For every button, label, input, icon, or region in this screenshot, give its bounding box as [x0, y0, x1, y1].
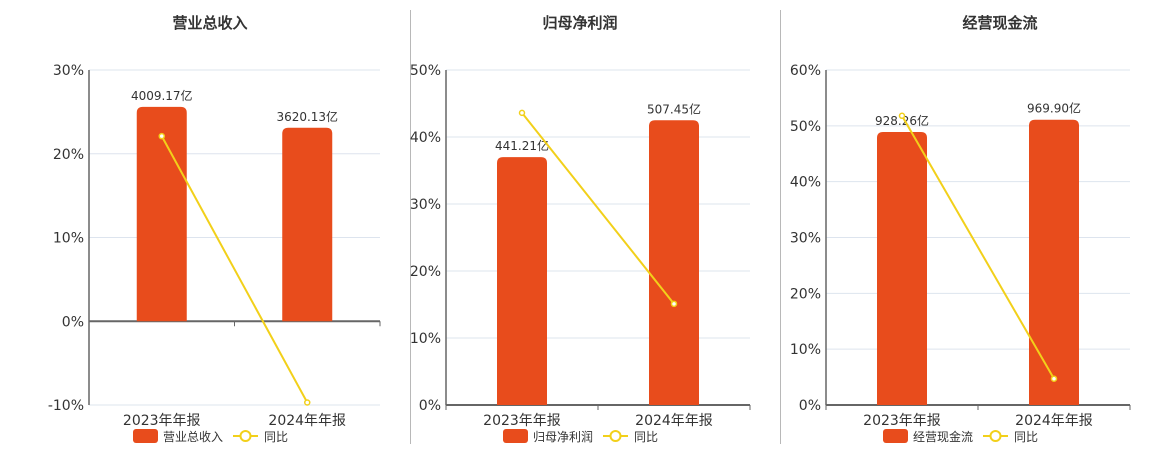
chart-panel-revenue: 营业总收入 30% 20% 10% 0% -10% 4009.17亿 2023年年报 3620… — [0, 0, 400, 450]
yoy-point — [518, 109, 526, 117]
yoy-point — [670, 300, 678, 308]
x-category-label: 2023年年报 — [863, 413, 941, 429]
yoy-line — [521, 112, 675, 305]
y-tick-label: 30% — [53, 63, 84, 79]
legend-bar-swatch — [883, 429, 908, 443]
bar-value-label: 969.90亿 — [1027, 101, 1081, 116]
bar — [282, 127, 333, 322]
x-category-label: 2024年年报 — [635, 413, 713, 429]
bar-value-label: 507.45亿 — [647, 101, 701, 116]
y-tick-label: 0% — [62, 314, 84, 330]
yoy-point — [304, 399, 311, 406]
bar-value-label: 928.26亿 — [875, 113, 929, 128]
y-tick-label: 30% — [410, 197, 441, 213]
y-tick-label: 60% — [790, 63, 821, 79]
y-tick-label: 20% — [410, 264, 441, 280]
legend-line-label: 同比 — [264, 430, 288, 444]
legend-bar-swatch — [133, 429, 158, 443]
y-tick-label: 50% — [410, 63, 441, 79]
legend-line-marker — [239, 430, 252, 442]
yoy-point — [1050, 375, 1058, 383]
y-tick-label: 40% — [410, 130, 441, 146]
y-tick-label: 10% — [410, 331, 441, 347]
bar — [497, 157, 547, 405]
yoy-line — [160, 135, 309, 403]
y-tick-label: 0% — [419, 398, 441, 414]
bar — [649, 120, 699, 405]
bar-value-label: 441.21亿 — [495, 138, 549, 153]
y-tick-label: 30% — [790, 231, 821, 247]
chart-title: 经营现金流 — [962, 14, 1038, 32]
legend-line-label: 同比 — [1014, 430, 1038, 444]
y-tick-label: 10% — [790, 342, 821, 358]
x-category-label: 2024年年报 — [268, 413, 346, 429]
legend-bar-label: 经营现金流 — [913, 429, 973, 444]
x-category-label: 2023年年报 — [483, 413, 561, 429]
chart-panel-net-profit: 归母净利润 50% 40% 30% 20% 10% 0% 441.21亿 2023年年报 507… — [410, 14, 751, 444]
x-category-label: 2023年年报 — [123, 413, 201, 429]
y-tick-label: 10% — [53, 231, 84, 247]
legend-bar-swatch — [503, 429, 528, 443]
y-tick-label: 20% — [790, 286, 821, 302]
y-tick-label: 40% — [790, 175, 821, 191]
y-tick-label: 20% — [53, 147, 84, 163]
legend-bar-label: 营业总收入 — [163, 430, 223, 444]
x-category-label: 2024年年报 — [1015, 413, 1093, 429]
legend-bar-label: 归母净利润 — [533, 430, 593, 444]
yoy-line — [901, 115, 1055, 380]
panel-divider — [410, 10, 411, 444]
chart-revenue: 30% 20% 10% 0% -10% 4009.17亿 2023年年报 3620.13亿 20… — [48, 63, 381, 444]
panel-divider — [780, 10, 781, 444]
bar — [877, 131, 927, 405]
y-tick-label: -10% — [48, 398, 84, 414]
chart-net-profit: 50% 40% 30% 20% 10% 0% 441.21亿 2023年年报 507.45亿 20… — [410, 63, 751, 444]
bar-value-label: 3620.13亿 — [276, 109, 338, 124]
yoy-point — [898, 112, 906, 120]
yoy-point — [158, 132, 165, 140]
legend-line-label: 同比 — [634, 430, 658, 444]
y-tick-label: 50% — [790, 119, 821, 135]
bar-value-label: 4009.17亿 — [131, 88, 193, 103]
y-tick-label: 0% — [799, 398, 821, 414]
bar — [1029, 119, 1079, 406]
legend-line-marker — [989, 430, 1002, 442]
chart-title: 归母净利润 — [542, 14, 618, 32]
chart-title: 营业总收入 — [172, 14, 248, 32]
legend-line-marker — [609, 430, 622, 442]
